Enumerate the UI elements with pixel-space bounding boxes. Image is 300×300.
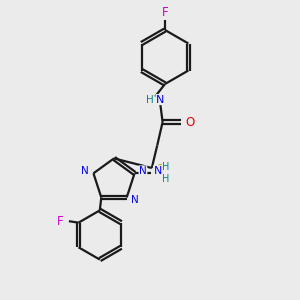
Text: H: H <box>162 174 170 184</box>
Text: N: N <box>154 166 162 176</box>
Text: N: N <box>139 166 147 176</box>
Text: N: N <box>130 196 138 206</box>
Text: N: N <box>81 166 89 176</box>
Text: H: H <box>162 162 170 172</box>
Text: S: S <box>157 163 164 176</box>
Text: O: O <box>185 116 194 129</box>
Text: F: F <box>57 215 64 228</box>
Text: N: N <box>156 94 164 105</box>
Text: F: F <box>162 6 168 19</box>
Text: H: H <box>146 94 154 105</box>
